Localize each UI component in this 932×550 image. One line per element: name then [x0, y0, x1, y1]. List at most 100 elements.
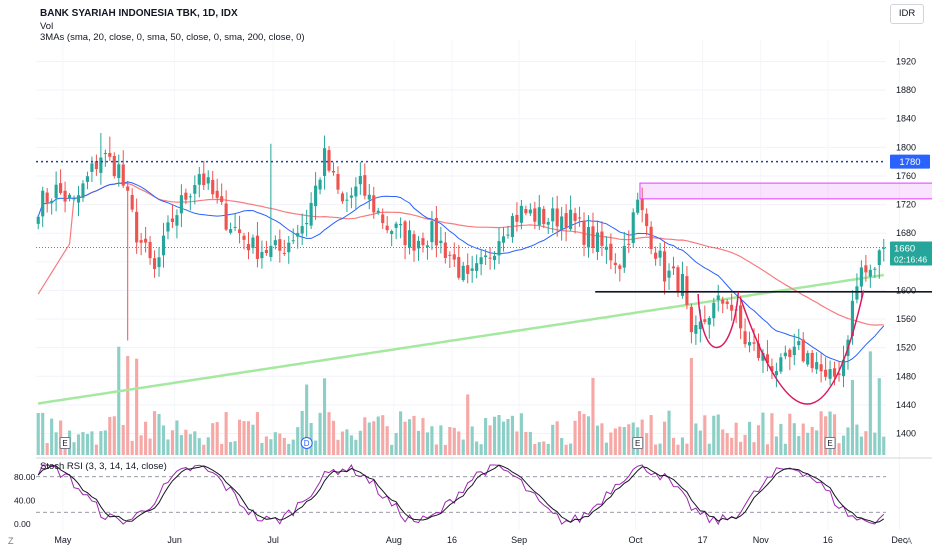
candle-body — [555, 208, 559, 227]
price-tick-label: 1600 — [896, 285, 916, 295]
volume-bar — [439, 425, 443, 455]
candle-body — [291, 240, 295, 242]
volume-bar — [358, 430, 362, 455]
volume-bar — [85, 433, 90, 455]
candle-body — [649, 226, 653, 250]
candle-body — [564, 213, 568, 228]
volume-bar — [434, 444, 438, 455]
event-marker-label: E — [62, 439, 67, 448]
candle-body — [457, 257, 461, 278]
candle-body — [506, 234, 510, 236]
candle-body — [412, 234, 416, 251]
volume-bar — [166, 439, 170, 455]
candle-body — [117, 164, 121, 179]
price-badge-countdown: 02:16:46 — [894, 255, 927, 265]
volume-bar — [206, 437, 210, 455]
volume-bar — [882, 436, 886, 455]
candle-body — [658, 250, 662, 258]
volume-bar — [300, 411, 304, 455]
volume-bar — [613, 428, 617, 455]
price-badge — [890, 241, 932, 266]
volume-bar — [327, 412, 331, 455]
candle-body — [680, 273, 685, 296]
candle-body — [430, 221, 434, 243]
candle-body — [81, 183, 85, 198]
candle-body — [179, 195, 183, 214]
volume-bar — [600, 423, 604, 455]
volume-bar — [215, 422, 219, 455]
rsi-tick-label: 40.00 — [14, 495, 36, 505]
candle-body — [497, 241, 501, 256]
candle-body — [721, 299, 725, 304]
candle-body — [372, 195, 376, 213]
candle-body — [703, 319, 707, 322]
candle-body — [220, 196, 224, 202]
candle-body — [461, 265, 465, 281]
candle-body — [819, 364, 823, 372]
candle-body — [322, 148, 327, 176]
candle-body — [67, 194, 72, 199]
candle-body — [296, 232, 300, 237]
volume-bar — [528, 431, 532, 455]
candle-body — [470, 268, 474, 271]
currency-button[interactable]: IDR — [890, 4, 924, 24]
candle-body — [689, 306, 693, 333]
volume-bar — [416, 430, 421, 455]
candle-body — [484, 255, 488, 258]
rsi-tick-label: 80.00 — [14, 472, 36, 482]
candle-body — [627, 243, 631, 245]
candle-body — [63, 190, 67, 202]
auto-scale-toggle[interactable]: A — [906, 536, 913, 546]
volume-bars — [36, 346, 886, 455]
volume-bar — [716, 414, 720, 455]
candle-body — [242, 235, 246, 240]
time-tick-label: May — [54, 535, 72, 545]
candle-body — [640, 199, 644, 211]
volume-bar — [770, 413, 774, 455]
candle-body — [452, 254, 456, 260]
event-marker-label: E — [827, 439, 832, 448]
price-tick-label: 1760 — [896, 171, 916, 181]
volume-bar — [519, 413, 523, 455]
ma-legend[interactable]: 3MAs (sma, 20, close, 0, sma, 50, close,… — [40, 32, 305, 43]
candle-body — [184, 192, 188, 200]
candle-body — [282, 252, 286, 254]
candle-body — [237, 229, 242, 233]
volume-bar — [475, 441, 479, 455]
volume-bar — [363, 417, 367, 455]
candle-body — [573, 213, 577, 221]
candle-body — [85, 176, 90, 182]
volume-bar — [193, 431, 197, 455]
volume-bar — [501, 421, 506, 455]
volume-bar — [506, 419, 510, 455]
candle-body — [50, 200, 54, 204]
volume-bar — [354, 439, 358, 455]
volume-bar — [291, 439, 295, 455]
candle-body — [604, 246, 608, 250]
volume-bar — [233, 441, 237, 455]
volume-bar — [604, 442, 608, 455]
candle-body — [694, 324, 698, 334]
candle-body — [770, 366, 774, 372]
candle-body — [707, 318, 711, 325]
volume-legend[interactable]: Vol — [40, 21, 54, 32]
volume-bar — [202, 444, 206, 455]
candle-body — [318, 179, 322, 190]
volume-bar — [855, 424, 859, 455]
volume-bar — [108, 416, 112, 455]
timezone-toggle[interactable]: Z — [8, 536, 14, 546]
candle-body — [148, 241, 152, 259]
volume-bar — [524, 431, 528, 455]
price-tick-label: 1520 — [896, 343, 916, 353]
candle-body — [309, 202, 313, 226]
volume-bar — [103, 430, 107, 455]
volume-bar — [734, 422, 738, 455]
time-tick-label: Aug — [386, 535, 402, 545]
volume-bar — [390, 444, 394, 455]
candle-body — [586, 227, 591, 248]
volume-bar — [868, 351, 872, 455]
volume-bar — [349, 435, 353, 455]
stoch-rsi-legend[interactable]: Stoch RSI (3, 3, 14, 14, close) — [40, 461, 167, 472]
volume-bar — [841, 435, 846, 455]
